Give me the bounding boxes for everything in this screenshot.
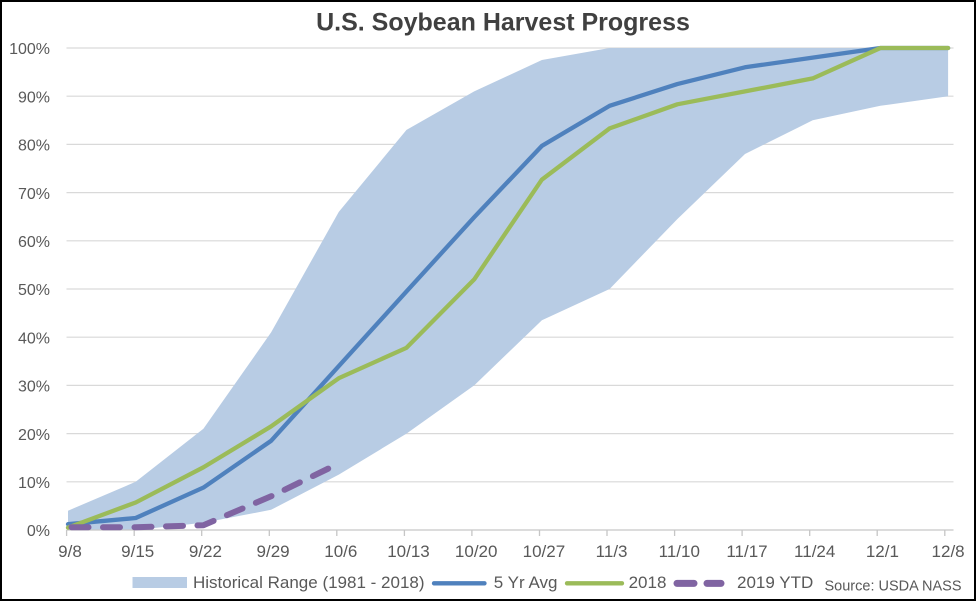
svg-text:11/10: 11/10 (659, 542, 700, 561)
svg-text:U.S. Soybean Harvest Progress: U.S. Soybean Harvest Progress (316, 9, 690, 37)
svg-text:80%: 80% (18, 138, 50, 155)
svg-text:100%: 100% (9, 41, 50, 58)
svg-text:10/6: 10/6 (324, 542, 357, 561)
svg-text:40%: 40% (18, 330, 50, 347)
svg-text:Historical Range (1981 - 2018): Historical Range (1981 - 2018) (193, 573, 425, 592)
svg-text:10/27: 10/27 (523, 542, 566, 561)
svg-text:60%: 60% (18, 234, 50, 251)
svg-text:70%: 70% (18, 186, 50, 203)
svg-text:2018: 2018 (629, 573, 667, 592)
svg-text:12/1: 12/1 (866, 542, 899, 561)
svg-text:9/22: 9/22 (189, 542, 222, 561)
svg-text:Source: USDA NASS: Source: USDA NASS (825, 579, 962, 595)
svg-text:11/24: 11/24 (794, 542, 835, 561)
svg-text:9/29: 9/29 (257, 542, 290, 561)
svg-text:2019 YTD: 2019 YTD (737, 573, 813, 592)
svg-text:20%: 20% (18, 427, 50, 444)
svg-text:50%: 50% (18, 282, 50, 299)
svg-text:0%: 0% (27, 523, 50, 540)
svg-text:90%: 90% (18, 89, 50, 106)
svg-text:9/8: 9/8 (58, 542, 82, 561)
svg-text:11/3: 11/3 (596, 542, 628, 561)
svg-text:11/17: 11/17 (726, 542, 767, 561)
svg-text:9/15: 9/15 (121, 542, 154, 561)
svg-text:10%: 10% (18, 475, 50, 492)
svg-text:5 Yr Avg: 5 Yr Avg (494, 573, 558, 592)
svg-text:12/8: 12/8 (932, 542, 965, 561)
svg-text:30%: 30% (18, 379, 50, 396)
svg-text:10/13: 10/13 (387, 542, 430, 561)
svg-text:10/20: 10/20 (455, 542, 498, 561)
